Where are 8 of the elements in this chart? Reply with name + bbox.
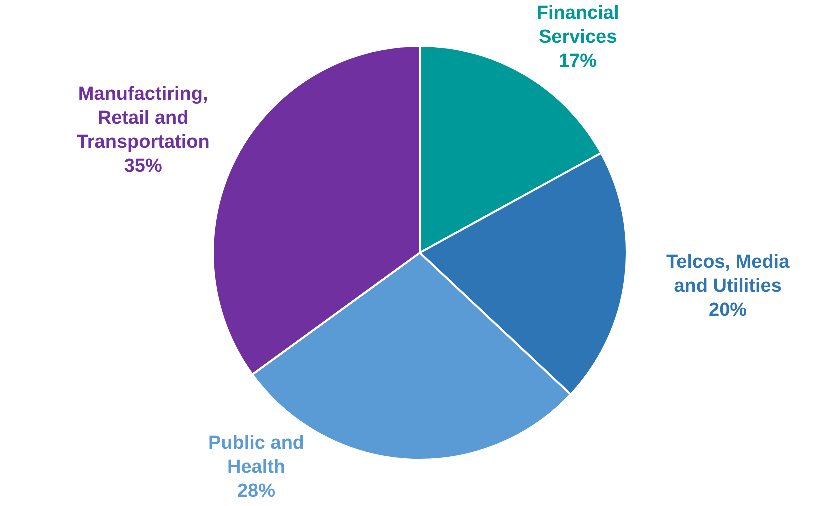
data-label: 28% xyxy=(237,481,276,502)
slice-label: Public and Health xyxy=(208,433,305,478)
data-label: 35% xyxy=(124,156,162,178)
data-label: 17% xyxy=(559,51,598,72)
slice-label: Manufactiring, Retail and Transportation xyxy=(76,84,210,154)
data-label: 20% xyxy=(709,300,748,321)
slice-label: Telcos, Media and Utilities xyxy=(666,252,790,297)
slice-label: Financial Services xyxy=(536,3,620,48)
